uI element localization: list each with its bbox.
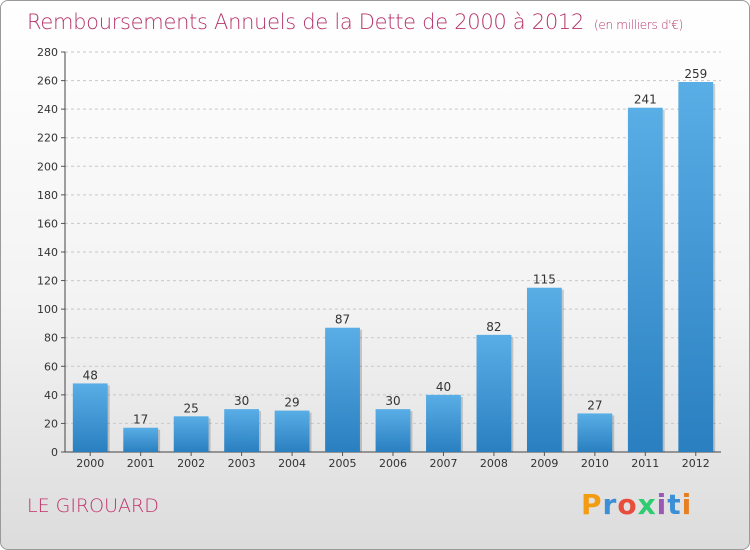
- data-label: 30: [385, 394, 400, 408]
- data-label: 27: [587, 398, 602, 412]
- bar-2010: [577, 413, 613, 452]
- y-tick-label: 220: [37, 132, 58, 145]
- data-label: 241: [634, 93, 657, 107]
- x-tick-label: 2000: [76, 457, 104, 470]
- logo-letter: r: [602, 488, 618, 521]
- bar-2000: [72, 383, 108, 452]
- data-label: 40: [436, 380, 451, 394]
- data-label: 17: [133, 413, 148, 427]
- x-tick-label: 2010: [581, 457, 609, 470]
- bar-2006: [375, 409, 411, 452]
- bar-2003: [224, 409, 260, 452]
- logo-letter: x: [637, 488, 657, 521]
- x-tick-label: 2004: [278, 457, 306, 470]
- x-tick-label: 2008: [480, 457, 508, 470]
- x-tick-label: 2001: [127, 457, 155, 470]
- logo-letter: o: [617, 488, 638, 521]
- data-label: 115: [533, 273, 556, 287]
- x-tick-label: 2002: [177, 457, 205, 470]
- x-tick-label: 2005: [329, 457, 357, 470]
- x-tick-label: 2009: [530, 457, 558, 470]
- logo-letter: P: [581, 488, 603, 521]
- chart-title-text: Remboursements Annuels de la Dette de 20…: [27, 10, 584, 34]
- bar-2004: [274, 410, 310, 452]
- bar-2005: [325, 327, 360, 452]
- y-tick-label: 280: [37, 46, 58, 59]
- x-tick-label: 2003: [228, 457, 256, 470]
- labels: 0 20 40 60 80 100 120 140 160 180 200 220 240 260 280 2…: [37, 46, 710, 470]
- data-label: 48: [83, 368, 98, 382]
- y-tick-label: 80: [44, 332, 58, 345]
- bar-2002: [173, 416, 209, 452]
- logo-letter: i: [681, 488, 693, 521]
- data-label: 259: [684, 67, 707, 81]
- commune-name: LE GIROUARD: [27, 495, 159, 517]
- y-tick-label: 40: [44, 389, 58, 402]
- x-tick-label: 2006: [379, 457, 407, 470]
- x-tick-label: 2011: [631, 457, 659, 470]
- bar-2009: [526, 287, 562, 452]
- proxiti-logo: Proxiti: [581, 488, 692, 521]
- y-tick-label: 180: [37, 189, 58, 202]
- data-label: 82: [486, 320, 501, 334]
- y-tick-label: 140: [37, 246, 58, 259]
- bar-2008: [476, 334, 512, 452]
- y-tick-label: 60: [44, 360, 58, 373]
- bar-2012: [678, 82, 714, 452]
- y-tick-label: 20: [44, 417, 58, 430]
- logo-letter: i: [656, 488, 668, 521]
- logo-letter: t: [667, 488, 682, 521]
- bar-2011: [627, 107, 663, 452]
- y-tick-label: 120: [37, 275, 58, 288]
- bars: [72, 82, 716, 452]
- x-tick-label: 2012: [682, 457, 710, 470]
- bar-2007: [426, 394, 461, 452]
- chart-title: Remboursements Annuels de la Dette de 20…: [27, 10, 683, 34]
- data-label: 29: [284, 396, 299, 410]
- y-tick-label: 240: [37, 103, 58, 116]
- y-tick-label: 100: [37, 303, 58, 316]
- data-label: 87: [335, 313, 350, 327]
- grid-lines: [65, 51, 721, 424]
- chart-unit: (en milliers d'€): [594, 18, 684, 32]
- y-tick-label: 160: [37, 217, 58, 230]
- data-label: 25: [184, 401, 199, 415]
- bar-2001: [123, 427, 159, 452]
- y-tick-label: 200: [37, 160, 58, 173]
- data-label: 30: [234, 394, 249, 408]
- x-tick-label: 2007: [429, 457, 457, 470]
- y-tick-label: 0: [51, 446, 58, 459]
- y-tick-label: 260: [37, 75, 58, 88]
